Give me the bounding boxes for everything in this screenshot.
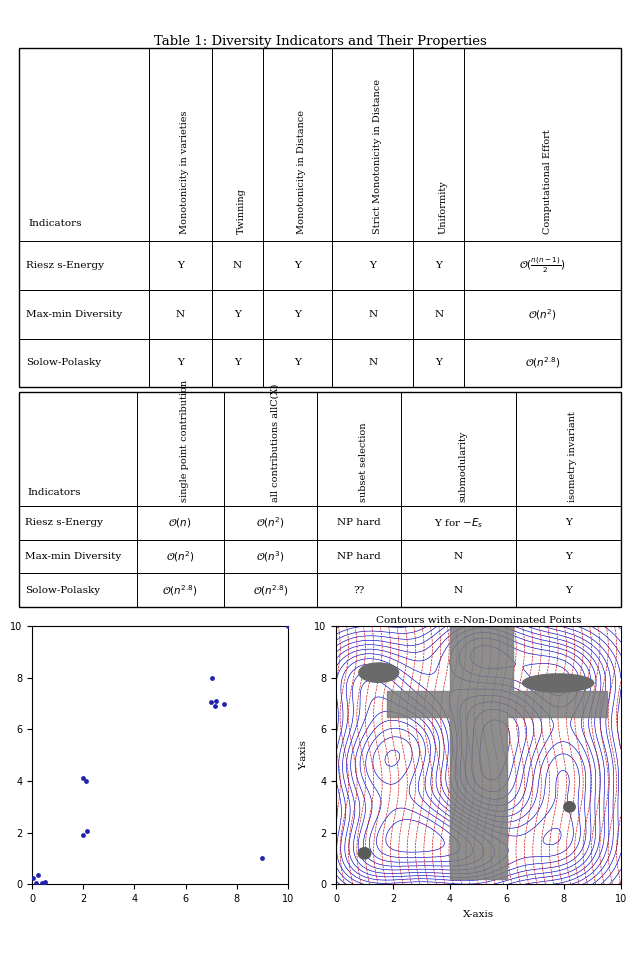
Text: subset selection: subset selection (359, 423, 368, 502)
Text: all contributions allC(X): all contributions allC(X) (270, 383, 280, 502)
Text: Y: Y (177, 358, 184, 367)
Text: N: N (368, 358, 377, 367)
Text: Y: Y (294, 310, 301, 318)
Text: $\mathcal{O}(\frac{n(n-1)}{2})$: $\mathcal{O}(\frac{n(n-1)}{2})$ (519, 255, 566, 275)
Text: NP hard: NP hard (337, 518, 381, 528)
Point (219, 696, 229, 711)
Text: ??: ?? (353, 586, 365, 595)
Text: Computational Effort: Computational Effort (543, 130, 552, 234)
Text: Riesz s-Energy: Riesz s-Energy (26, 261, 104, 270)
Text: N: N (454, 586, 463, 595)
Y-axis label: Y-axis: Y-axis (300, 740, 308, 771)
Text: Solow-Polasky: Solow-Polasky (25, 586, 100, 595)
Text: Max-min Diversity: Max-min Diversity (25, 552, 122, 561)
Text: $\mathcal{O}(n^3)$: $\mathcal{O}(n^3)$ (256, 549, 285, 564)
Point (257, 851, 268, 866)
Text: Y: Y (294, 261, 301, 270)
Text: Y: Y (564, 552, 572, 561)
Point (37, 876, 47, 891)
Text: Indicators: Indicators (28, 489, 81, 497)
Text: Max-min Diversity: Max-min Diversity (26, 310, 122, 318)
Circle shape (564, 802, 575, 812)
Text: $\mathcal{O}(n^2)$: $\mathcal{O}(n^2)$ (256, 515, 285, 531)
Text: $\mathcal{O}(n)$: $\mathcal{O}(n)$ (168, 516, 192, 530)
Text: Y: Y (369, 261, 376, 270)
Point (28, 870, 38, 885)
Circle shape (358, 848, 371, 859)
Text: NP hard: NP hard (337, 552, 381, 561)
Text: Y: Y (435, 261, 442, 270)
Text: single point contribution: single point contribution (180, 380, 189, 502)
Text: Uniformity: Uniformity (439, 181, 448, 234)
Text: N: N (368, 310, 377, 318)
Point (81, 773, 91, 789)
Text: Strict Monotonicity in Distance: Strict Monotonicity in Distance (372, 79, 381, 234)
Point (78, 771, 88, 786)
Ellipse shape (522, 674, 594, 692)
Text: Y: Y (177, 261, 184, 270)
Point (210, 698, 220, 713)
Text: $\mathcal{O}(n^{2.8})$: $\mathcal{O}(n^{2.8})$ (525, 356, 561, 370)
Text: Y: Y (234, 358, 241, 367)
Point (33, 868, 44, 883)
Text: $\mathcal{O}(n^{2.8})$: $\mathcal{O}(n^{2.8})$ (163, 583, 198, 598)
Text: N: N (233, 261, 242, 270)
Text: Monotonicity in varieties: Monotonicity in varieties (180, 111, 189, 234)
Text: submodularity: submodularity (458, 430, 467, 502)
Point (283, 619, 293, 634)
Text: isometry invariant: isometry invariant (568, 411, 577, 502)
Text: Y: Y (564, 586, 572, 595)
Text: Riesz s-Energy: Riesz s-Energy (25, 518, 103, 528)
Text: Y: Y (435, 358, 442, 367)
Text: N: N (435, 310, 444, 318)
Text: N: N (454, 552, 463, 561)
Ellipse shape (359, 663, 399, 683)
Point (207, 670, 218, 685)
Text: N: N (175, 310, 185, 318)
Point (82, 824, 92, 839)
Text: Indicators: Indicators (28, 219, 82, 228)
Text: Solow-Polasky: Solow-Polasky (26, 358, 100, 367)
Polygon shape (387, 626, 607, 880)
Text: Y for $-E_s$: Y for $-E_s$ (433, 516, 483, 530)
Text: Twinning: Twinning (237, 188, 246, 234)
Point (31, 876, 41, 891)
Title: Contours with ε-Non-Dominated Points: Contours with ε-Non-Dominated Points (376, 617, 581, 625)
Point (40, 874, 50, 889)
Text: $\mathcal{O}(n^2)$: $\mathcal{O}(n^2)$ (166, 549, 195, 564)
Text: Y: Y (234, 310, 241, 318)
Text: Monotonicity in Distance: Monotonicity in Distance (298, 111, 307, 234)
Point (206, 695, 216, 710)
Text: Y: Y (294, 358, 301, 367)
X-axis label: X-axis: X-axis (463, 909, 494, 919)
Text: $\mathcal{O}(n^{2.8})$: $\mathcal{O}(n^{2.8})$ (253, 583, 288, 598)
Text: $\mathcal{O}(n^2)$: $\mathcal{O}(n^2)$ (528, 307, 557, 321)
Text: Table 1: Diversity Indicators and Their Properties: Table 1: Diversity Indicators and Their … (154, 35, 486, 49)
Text: Y: Y (564, 518, 572, 528)
Point (78, 828, 88, 843)
Point (211, 693, 221, 708)
